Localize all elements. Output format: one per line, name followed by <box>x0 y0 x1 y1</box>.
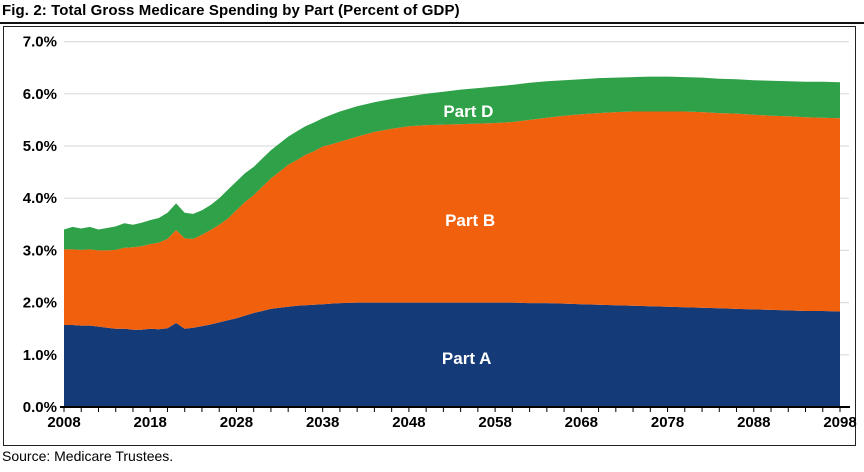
x-axis-tick-label: 2078 <box>651 414 684 431</box>
area-part-a <box>64 302 840 407</box>
series-label-part-d: Part D <box>443 102 493 121</box>
area-part-b <box>64 111 840 330</box>
x-axis-tick-label: 2098 <box>823 414 856 431</box>
x-axis-tick-label: 2008 <box>47 414 80 431</box>
x-axis-tick-label: 2018 <box>134 414 167 431</box>
x-axis-tick-label: 2048 <box>392 414 425 431</box>
series-label-part-a: Part A <box>442 349 491 368</box>
x-axis-tick-label: 2028 <box>220 414 253 431</box>
y-axis-tick-label: 6.0% <box>23 86 57 103</box>
y-axis-tick-label: 3.0% <box>23 242 57 259</box>
figure-title: Fig. 2: Total Gross Medicare Spending by… <box>0 0 864 24</box>
y-axis-tick-label: 1.0% <box>23 347 57 364</box>
source-note: Source: Medicare Trustees. <box>2 448 174 464</box>
x-axis-tick-label: 2038 <box>306 414 339 431</box>
area-part-d <box>64 76 840 251</box>
y-axis-tick-label: 5.0% <box>23 138 57 155</box>
y-axis-tick-label: 2.0% <box>23 295 57 312</box>
x-axis-tick-label: 2088 <box>737 414 770 431</box>
y-axis-tick-label: 0.0% <box>23 399 57 416</box>
y-axis-tick-label: 4.0% <box>23 190 57 207</box>
x-axis-tick-label: 2058 <box>478 414 511 431</box>
x-axis-tick-label: 2068 <box>565 414 598 431</box>
y-axis-tick-label: 7.0% <box>23 34 57 51</box>
series-label-part-b: Part B <box>445 211 495 230</box>
